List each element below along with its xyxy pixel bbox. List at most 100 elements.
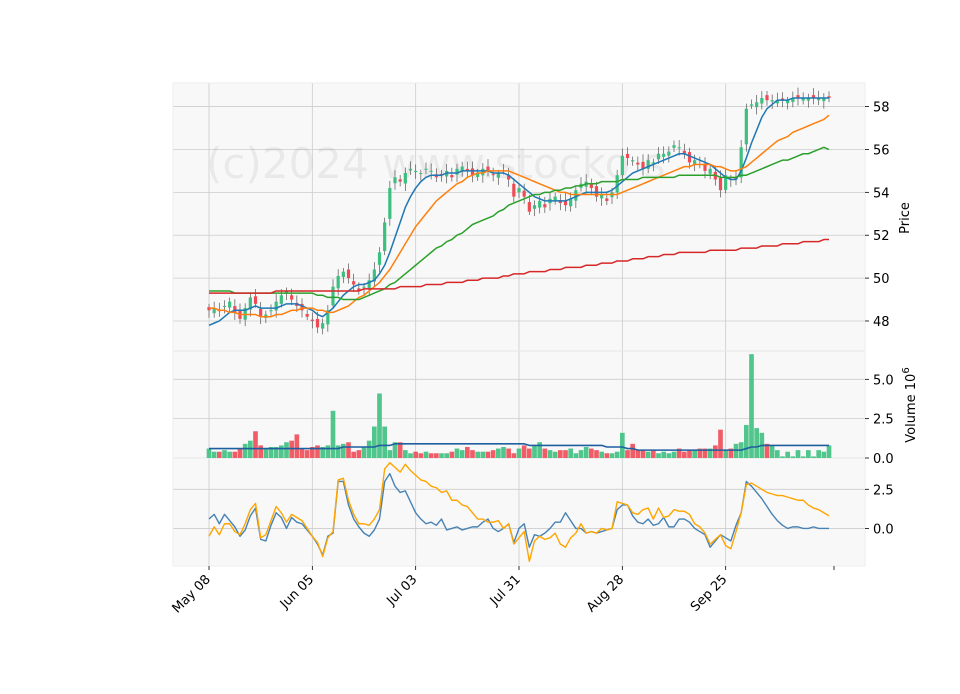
candle-body [507,175,511,180]
candle-body [687,152,692,163]
volume-bar [372,426,377,458]
candle-body [352,281,356,285]
candle-body [248,297,252,310]
volume-bar [620,432,625,458]
volume-bar [609,453,615,458]
volume-bar [356,450,362,458]
volume-bar [682,451,687,458]
volume-bar [444,453,449,458]
x-tick-label: Jul 03 [383,572,420,609]
candle-body [310,319,314,321]
volume-bar [718,429,723,458]
volume-bar [811,456,816,458]
volume-bar [454,448,460,458]
volume-bar [351,451,356,458]
volume-bar [449,451,455,458]
volume-bar [749,354,754,458]
volume-bar [320,446,325,458]
volume-bar [325,445,331,458]
volume-bar [552,451,558,458]
candle-body [279,295,283,304]
candle-body [646,160,650,169]
volume-bar [744,424,749,458]
volume-bar [625,450,630,458]
candle-body [228,301,232,308]
candle-body [398,179,402,182]
candle-body [538,200,542,208]
candle-body [336,275,340,289]
candle-body [651,162,655,164]
candle-body [631,160,635,162]
candle-body [486,166,490,171]
candle-body [321,323,325,329]
volume-bar [434,453,439,458]
volume-bar [816,450,821,458]
volume-bar [671,451,677,458]
candle-body [305,314,309,317]
volume-bar [284,442,289,458]
candle-body [827,96,831,99]
candle-body [408,168,413,171]
volume-bar [656,453,661,458]
candle-body [749,104,754,106]
volume-bar [501,446,506,458]
volume-bar [563,450,568,458]
candle-body [760,98,764,104]
candle-body [496,173,500,178]
candle-body [253,296,258,304]
candle-body [662,153,666,157]
volume-bar [635,450,641,458]
candle-body [563,200,568,206]
candle-body [419,173,423,175]
volume-bar [227,451,232,458]
candle-body [744,108,748,145]
candle-body [331,286,335,306]
volume-bar [775,450,780,458]
volume-bar [382,426,387,458]
volume-bar [423,451,429,458]
volume-bar [459,450,465,458]
candle-body [362,286,366,288]
candle-body [667,151,671,156]
candle-body [290,295,294,300]
volume-bar [537,442,542,458]
volume-bar [728,448,734,458]
candle-body [429,170,433,172]
volume-bar [242,443,248,458]
candle-body [589,184,593,189]
volume-bar [785,451,790,458]
candle-body [517,188,521,193]
volume-bar [403,450,408,458]
candle-body [775,100,779,104]
candle-body [284,290,289,293]
volume-bar [547,450,553,458]
candle-body [465,168,469,171]
volume-bar [521,445,527,458]
candle-body [377,252,382,265]
volume-bar [795,450,801,458]
candle-body [672,145,676,148]
candle-body [383,222,387,251]
volume-bar [408,453,413,458]
candle-body [786,100,790,104]
candle-body [755,102,759,108]
candle-body [481,168,485,176]
candle-body [470,168,475,176]
candle-body [403,173,407,184]
candle-body [315,318,320,328]
volume-bar [568,448,573,458]
volume-bar [532,445,537,458]
candle-body [600,194,604,199]
candle-body [739,147,743,178]
volume-tick-label: 2.5 [873,413,894,428]
volume-bar [341,443,346,458]
ma-mid-line [209,114,830,318]
volume-ma-line [209,443,829,451]
volume-bar [790,456,796,458]
volume-bar [821,451,827,458]
volume-bar [470,450,475,458]
volume-bar [599,451,604,458]
oscillator-tick-label: 2.5 [873,483,894,498]
volume-bar [222,450,227,458]
